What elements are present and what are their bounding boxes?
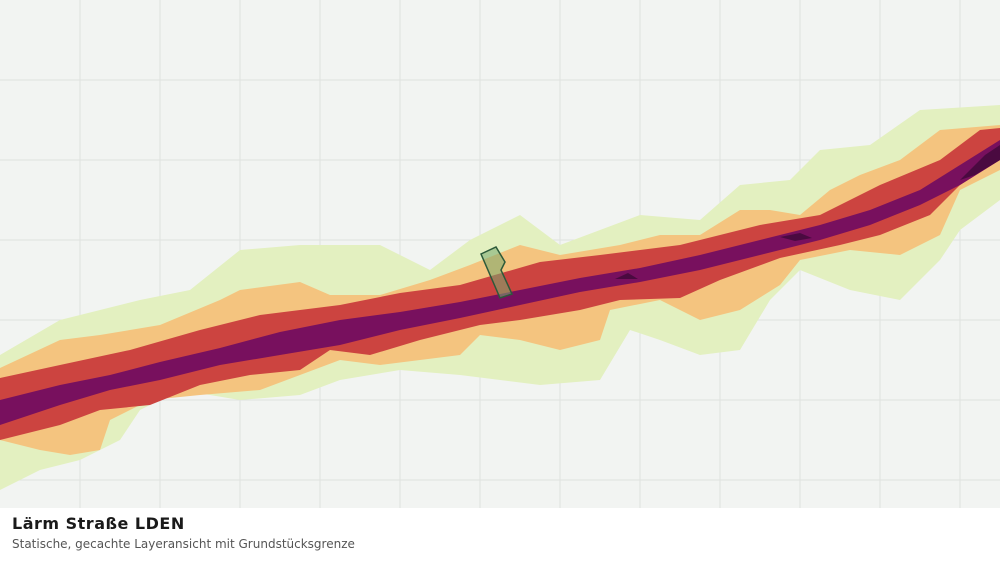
noise-zone-extreme	[960, 145, 1000, 180]
map-title: Lärm Straße LDEN	[12, 514, 185, 533]
parcel-boundary	[480, 246, 514, 299]
noise-zone-extreme	[615, 273, 638, 279]
map-subtitle: Statische, gecachte Layeransicht mit Gru…	[12, 537, 355, 551]
noise-zone-extreme	[780, 233, 812, 241]
caption-panel	[0, 508, 1000, 560]
noise-zone-very-high	[0, 140, 1000, 425]
